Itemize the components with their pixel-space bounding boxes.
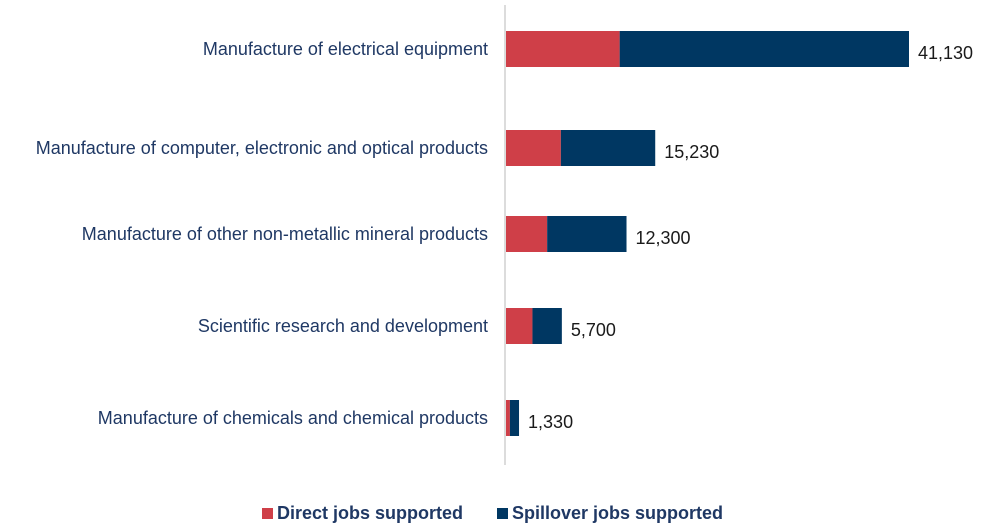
bar-segment-spillover-1 xyxy=(560,130,656,166)
total-label-1: 15,230 xyxy=(664,142,720,162)
total-label-4: 1,330 xyxy=(528,412,574,432)
bar-segment-spillover-3 xyxy=(532,308,562,344)
legend: Direct jobs supported Spillover jobs sup… xyxy=(0,502,985,524)
legend-label-spillover: Spillover jobs supported xyxy=(512,502,724,523)
legend-item-direct: Direct jobs supported xyxy=(261,502,463,524)
total-label-2: 12,300 xyxy=(635,228,691,248)
total-label-3: 5,700 xyxy=(570,320,616,340)
bar-segment-spillover-2 xyxy=(547,216,627,252)
bar-segment-direct-2 xyxy=(506,216,548,252)
category-label-4: Manufacture of chemicals and chemical pr… xyxy=(97,408,488,428)
bar-segment-direct-4 xyxy=(506,400,510,436)
bar-segment-spillover-4 xyxy=(509,400,520,436)
bar-segment-direct-0 xyxy=(506,31,620,67)
legend-label-direct: Direct jobs supported xyxy=(276,502,463,523)
legend-swatch-spillover xyxy=(497,507,508,519)
category-label-3: Scientific research and development xyxy=(197,316,488,336)
bars-group xyxy=(506,31,909,436)
bar-segment-direct-3 xyxy=(506,308,533,344)
bar-segment-direct-1 xyxy=(506,130,561,166)
legend-item-spillover: Spillover jobs supported xyxy=(497,502,723,524)
category-label-0: Manufacture of electrical equipment xyxy=(202,39,488,59)
bar-segment-spillover-0 xyxy=(619,31,909,67)
category-label-2: Manufacture of other non-metallic minera… xyxy=(81,224,488,244)
total-label-0: 41,130 xyxy=(918,43,974,63)
legend-swatch-direct xyxy=(261,507,273,519)
category-label-1: Manufacture of computer, electronic and … xyxy=(35,138,488,158)
